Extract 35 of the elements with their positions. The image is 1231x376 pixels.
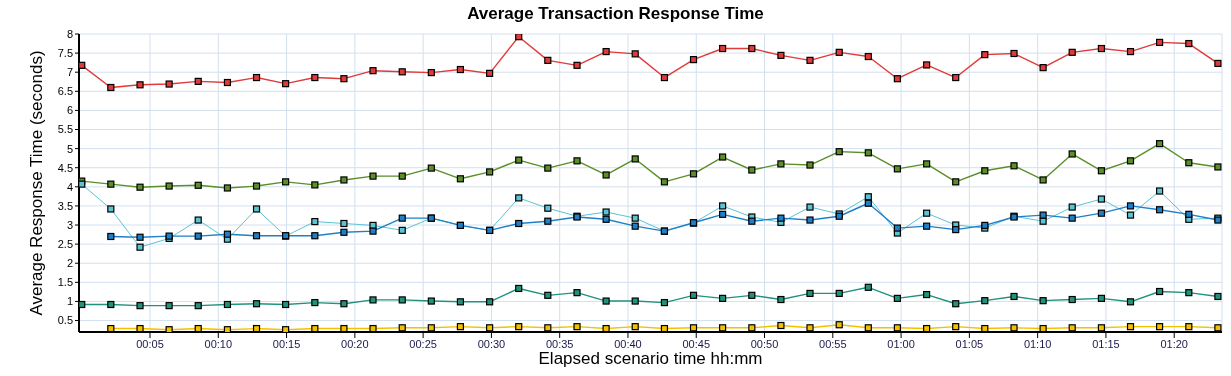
x-tick-label: 01:20: [1160, 337, 1188, 350]
y-tick-label: 3.5: [57, 199, 73, 212]
y-tick-label: 6: [66, 104, 73, 117]
y-tick-label: 7.5: [57, 47, 73, 60]
y-tick-label: 5.5: [57, 123, 73, 136]
x-tick-label: 00:05: [136, 337, 164, 350]
y-tick-label: 4: [66, 180, 73, 193]
x-tick-label: 01:10: [1023, 337, 1052, 350]
y-tick-label: 1.5: [57, 276, 73, 289]
x-tick-label: 00:25: [409, 337, 437, 350]
x-tick-label: 01:05: [955, 337, 984, 350]
y-tick-label: 2: [66, 257, 73, 270]
y-tick-label: 4.5: [57, 161, 73, 174]
x-tick-label: 00:15: [272, 337, 301, 350]
x-tick-label: 00:45: [682, 337, 711, 350]
y-tick-label: 7: [66, 66, 73, 79]
x-tick-label: 00:55: [819, 337, 847, 350]
x-tick-label: 00:30: [477, 337, 506, 350]
y-tick-label: 8: [66, 27, 73, 40]
chart-title: Average Transaction Response Time: [466, 4, 765, 24]
x-tick-label: 01:00: [887, 337, 915, 350]
y-axis-title: Average Response Time (seconds): [27, 50, 47, 316]
x-tick-label: 00:35: [545, 337, 574, 350]
y-tick-label: 3: [66, 218, 73, 231]
x-tick-label: 00:20: [341, 337, 369, 350]
x-tick-label: 00:50: [750, 337, 779, 350]
y-tick-label: 0.5: [57, 314, 73, 327]
y-tick-label: 5: [66, 142, 73, 155]
y-tick-label: 2.5: [57, 238, 73, 251]
x-tick-label: 00:10: [204, 337, 233, 350]
x-tick-label: 00:40: [614, 337, 642, 350]
x-axis-title: Elapsed scenario time hh:mm: [538, 349, 763, 368]
y-tick-label: 6.5: [57, 85, 73, 98]
y-tick-label: 1: [66, 295, 73, 308]
x-tick-label: 01:15: [1092, 337, 1120, 350]
